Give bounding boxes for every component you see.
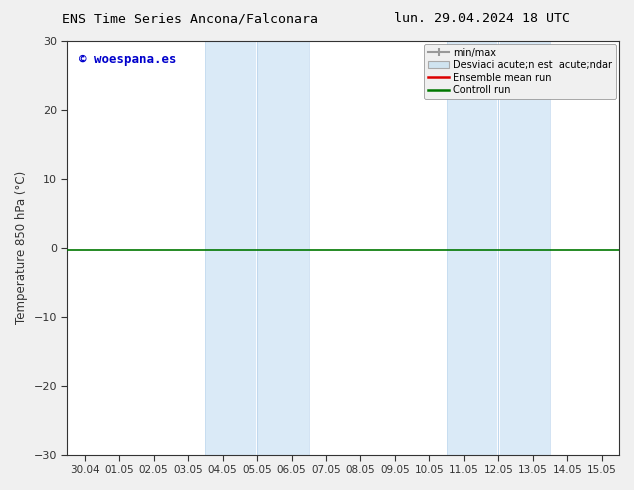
Text: ENS Time Series Ancona/Falconara: ENS Time Series Ancona/Falconara bbox=[62, 12, 318, 25]
Text: © woespana.es: © woespana.es bbox=[79, 53, 176, 67]
Bar bbox=[259, 41, 309, 455]
Bar bbox=[500, 41, 550, 455]
Text: lun. 29.04.2024 18 UTC: lun. 29.04.2024 18 UTC bbox=[394, 12, 570, 25]
Bar bbox=[446, 41, 497, 455]
Bar bbox=[205, 41, 256, 455]
Legend: min/max, Desviaci acute;n est  acute;ndar, Ensemble mean run, Controll run: min/max, Desviaci acute;n est acute;ndar… bbox=[424, 44, 616, 99]
Y-axis label: Temperature 850 hPa (°C): Temperature 850 hPa (°C) bbox=[15, 171, 28, 324]
